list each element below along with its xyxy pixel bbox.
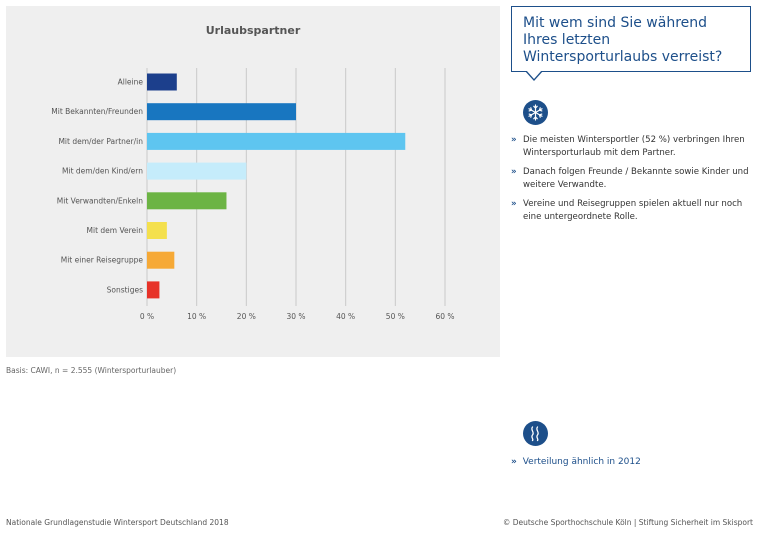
bar [147, 73, 177, 91]
bullet-marker: » [511, 135, 517, 145]
bar [147, 103, 296, 121]
bullet-item: » Die meisten Wintersportler (52 %) verb… [511, 134, 756, 160]
x-tick-label: 30 % [286, 312, 305, 321]
snowflake-icon [523, 100, 548, 125]
wave-icon [523, 421, 548, 446]
category-label: Mit dem/den Kind/ern [62, 167, 143, 176]
link-row[interactable]: » Verteilung ähnlich in 2012 [511, 457, 641, 467]
bar [147, 251, 175, 269]
bullet-item: » Danach folgen Freunde / Bekannte sowie… [511, 166, 756, 192]
bullet-marker: » [511, 199, 517, 209]
bar [147, 281, 160, 299]
link-marker: » [511, 457, 517, 467]
category-label: Mit Verwandten/Enkeln [57, 196, 143, 205]
bar [147, 192, 227, 210]
x-tick-label: 50 % [386, 312, 405, 321]
category-label: Mit dem Verein [87, 226, 144, 235]
category-label: Mit dem/der Partner/in [58, 137, 143, 146]
x-tick-label: 60 % [435, 312, 454, 321]
x-tick-label: 20 % [237, 312, 256, 321]
bar-chart: 0 % 10 % 20 % 30 % 40 % 50 % 60 % Alleine Mit Be… [51, 68, 455, 321]
footer-right: © Deutsche Sporthochschule Köln | Stiftu… [502, 518, 753, 527]
bullet-text: Die meisten Wintersportler (52 %) verbri… [523, 135, 745, 158]
bullet-marker: » [511, 167, 517, 177]
chart-title: Urlaubspartner [205, 24, 301, 37]
question-text: Mit wem sind Sie während Ihres letzten W… [523, 15, 723, 65]
category-label: Alleine [118, 78, 144, 87]
category-label: Mit einer Reisegruppe [61, 256, 144, 265]
x-tick-label: 10 % [187, 312, 206, 321]
basis-note: Basis: CAWI, n = 2.555 (Wintersporturlau… [6, 366, 177, 375]
x-tick-label: 40 % [336, 312, 355, 321]
question-box: Mit wem sind Sie während Ihres letzten W… [511, 6, 751, 72]
category-label: Mit Bekannten/Freunden [51, 107, 143, 116]
bullet-text: Danach folgen Freunde / Bekannte sowie K… [523, 167, 749, 190]
chart-panel: Urlaubspartner 0 % 10 % 20 % 30 % 40 % 50 % 60… [6, 6, 500, 357]
bullet-text: Vereine und Reisegruppen spielen aktuell… [523, 199, 743, 222]
question-tail-fill [526, 70, 542, 79]
bullet-item: » Vereine und Reisegruppen spielen aktue… [511, 198, 756, 224]
x-tick-label: 0 % [140, 312, 154, 321]
bar [147, 132, 406, 150]
link-text[interactable]: Verteilung ähnlich in 2012 [522, 457, 641, 467]
category-label: Sonstiges [107, 285, 143, 294]
bullet-list: » Die meisten Wintersportler (52 %) verb… [511, 134, 756, 230]
bar [147, 222, 167, 239]
footer-left: Nationale Grundlagenstudie Wintersport D… [6, 518, 229, 527]
bar [147, 162, 247, 180]
